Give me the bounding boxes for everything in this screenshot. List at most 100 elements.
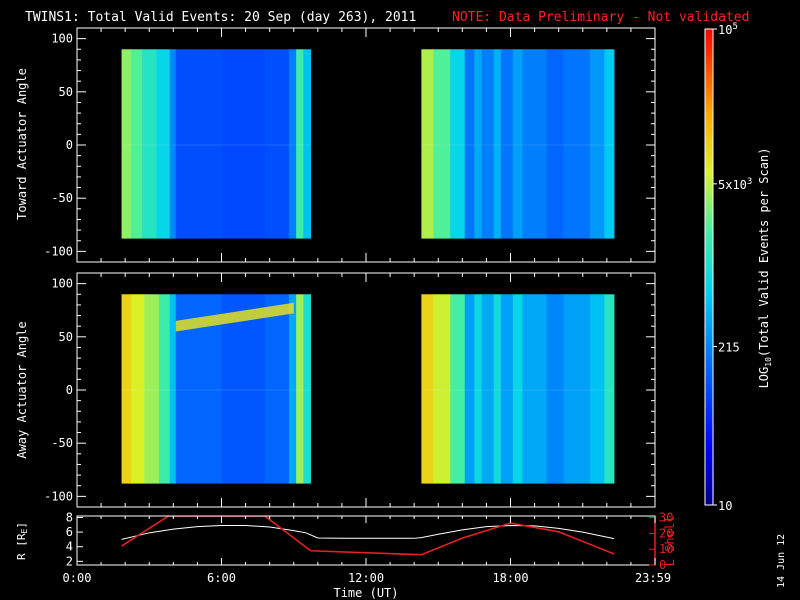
radius-ylabel: R [RE] bbox=[15, 522, 29, 560]
toward-heatmap-column bbox=[450, 49, 466, 239]
time-x-tick-label: 0:00 bbox=[63, 571, 92, 585]
toward-y-tick-label: 50 bbox=[59, 85, 73, 99]
toward-heatmap-column bbox=[156, 49, 171, 239]
away-heatmap-column bbox=[158, 294, 171, 484]
away-heatmap-column bbox=[221, 294, 266, 484]
colorbar-tick-base: 5x10 bbox=[718, 178, 747, 192]
toward-heatmap-column bbox=[142, 49, 157, 239]
figure-title: TWINS1: Total Valid Events: 20 Sep (day … bbox=[25, 10, 416, 25]
away-angle-ylabel: Away Actuator Angle bbox=[15, 321, 29, 458]
toward-y-tick-label: 0 bbox=[66, 138, 73, 152]
toward-heatmap-column bbox=[464, 49, 475, 239]
toward-heatmap-column bbox=[512, 49, 523, 239]
colorbar-label-sub: 10 bbox=[764, 357, 773, 367]
time-x-tick-label: 18:00 bbox=[492, 571, 528, 585]
away-y-tick-label: 0 bbox=[66, 383, 73, 397]
colorbar-label-rest: (Total Valid Events per Scan) bbox=[757, 148, 771, 358]
toward-heatmap bbox=[121, 49, 615, 239]
time-x-tick-label: 23:59 bbox=[635, 571, 671, 585]
colorbar-gradient-bar bbox=[704, 28, 714, 506]
away-heatmap-column bbox=[421, 294, 434, 484]
toward-heatmap-column bbox=[303, 49, 311, 239]
ephemeris-layer bbox=[121, 516, 615, 556]
away-data-block-2 bbox=[421, 294, 615, 484]
away-heatmap-column bbox=[121, 294, 132, 484]
toward-data-block-1 bbox=[121, 49, 311, 239]
away-zero-angle-artifact bbox=[121, 389, 311, 391]
away-heatmap-column bbox=[481, 294, 495, 484]
colorbar-label-log: LOG bbox=[757, 367, 771, 389]
toward-zero-angle-artifact bbox=[421, 144, 615, 146]
ephemeris-panel-frame bbox=[76, 515, 656, 566]
away-heatmap bbox=[121, 294, 615, 484]
lshell-y-tick-label: 0 bbox=[659, 558, 666, 572]
radius-y-tick-label: 6 bbox=[66, 525, 73, 539]
radius-y-tick-label: 2 bbox=[66, 554, 73, 568]
colorbar-tick-label: 10 bbox=[718, 499, 732, 513]
date-stamp: 14 Jun 12 bbox=[776, 534, 787, 588]
toward-y-tick-label: -100 bbox=[44, 244, 73, 258]
away-heatmap-column bbox=[474, 294, 483, 484]
toward-heatmap-column bbox=[493, 49, 502, 239]
away-heatmap-column bbox=[169, 294, 177, 484]
toward-heatmap-column bbox=[288, 49, 297, 239]
toward-heatmap-column bbox=[522, 49, 548, 239]
colorbar-tick-exp: 5 bbox=[732, 22, 737, 32]
away-heatmap-column bbox=[144, 294, 160, 484]
away-heatmap-column bbox=[589, 294, 605, 484]
away-heatmap-column bbox=[303, 294, 311, 484]
toward-heatmap-column bbox=[296, 49, 304, 239]
toward-heatmap-column bbox=[175, 49, 222, 239]
away-heatmap-column bbox=[464, 294, 475, 484]
toward-angle-ylabel: Toward Actuator Angle bbox=[15, 68, 29, 220]
away-heatmap-column bbox=[522, 294, 548, 484]
toward-heatmap-column bbox=[169, 49, 177, 239]
toward-heatmap-column bbox=[421, 49, 434, 239]
away-heatmap-column bbox=[288, 294, 297, 484]
away-heatmap-column bbox=[500, 294, 514, 484]
toward-heatmap-column bbox=[546, 49, 564, 239]
toward-y-tick-label: 100 bbox=[51, 32, 73, 46]
away-heatmap-column bbox=[493, 294, 502, 484]
radius-y-tick-label: 4 bbox=[66, 540, 73, 554]
toward-heatmap-column bbox=[474, 49, 483, 239]
lshell-series-line bbox=[121, 516, 615, 556]
toward-heatmap-column bbox=[264, 49, 290, 239]
away-y-tick-label: 50 bbox=[59, 330, 73, 344]
toward-heatmap-column bbox=[433, 49, 451, 239]
away-y-tick-label: -100 bbox=[44, 489, 73, 503]
radius-series-line bbox=[121, 525, 615, 540]
colorbar-label: LOG10(Total Valid Events per Scan) bbox=[757, 148, 773, 389]
toward-heatmap-column bbox=[563, 49, 591, 239]
toward-heatmap-column bbox=[121, 49, 132, 239]
away-heatmap-column bbox=[563, 294, 591, 484]
away-zero-angle-artifact bbox=[421, 389, 615, 391]
lshell-y-tick-label: 20 bbox=[659, 526, 673, 540]
away-heatmap-column bbox=[546, 294, 564, 484]
time-xlabel: Time (UT) bbox=[333, 586, 398, 600]
toward-heatmap-column bbox=[604, 49, 615, 239]
preliminary-note: NOTE: Data Preliminary - Not validated bbox=[452, 10, 749, 25]
lshell-y-tick-label: 10 bbox=[659, 542, 673, 556]
away-heatmap-column bbox=[512, 294, 523, 484]
radius-ylabel-close: ] bbox=[15, 522, 28, 529]
toward-y-tick-label: -50 bbox=[51, 191, 73, 205]
radius-y-tick-label: 8 bbox=[66, 510, 73, 524]
toward-heatmap-column bbox=[589, 49, 605, 239]
lshell-ylabel: L Shell bbox=[663, 516, 677, 567]
toward-zero-angle-artifact bbox=[121, 144, 311, 146]
away-y-tick-label: 100 bbox=[51, 277, 73, 291]
away-enhanced-band bbox=[175, 302, 294, 332]
heatmap-layer bbox=[121, 49, 615, 484]
lshell-y-tick-label: 30 bbox=[659, 511, 673, 525]
toward-heatmap-column bbox=[481, 49, 495, 239]
toward-heatmap-column bbox=[500, 49, 514, 239]
away-heatmap-column bbox=[450, 294, 466, 484]
radius-ylabel-sub: E bbox=[20, 528, 29, 533]
colorbar-tick-base: 10 bbox=[718, 23, 732, 37]
away-heatmap-column bbox=[433, 294, 451, 484]
time-x-tick-label: 12:00 bbox=[348, 571, 384, 585]
